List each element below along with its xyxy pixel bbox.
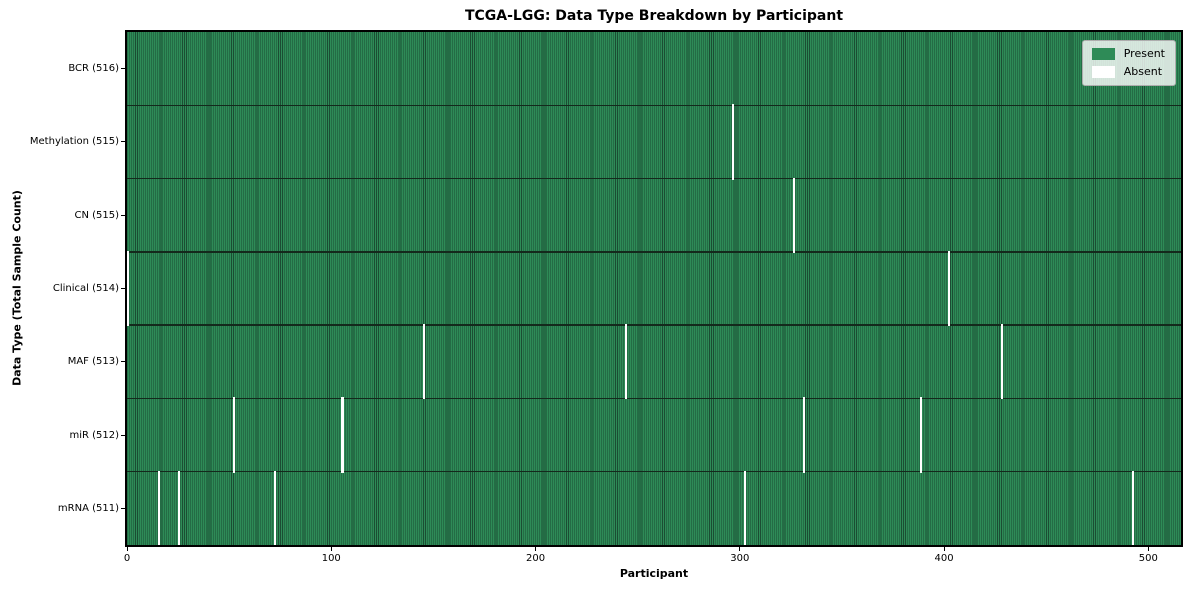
y-tick-label-mrna: mRNA (511) bbox=[57, 502, 119, 514]
x-tick-label: 500 bbox=[1138, 553, 1158, 564]
present-swatch bbox=[1091, 48, 1115, 60]
absent-mark-maf bbox=[1001, 324, 1004, 400]
plot-area: Present Absent bbox=[125, 30, 1183, 547]
y-tick-label-mir: miR (512) bbox=[69, 429, 119, 441]
y-tick-mark bbox=[121, 214, 125, 216]
y-tick-label-cn: CN (515) bbox=[74, 209, 119, 221]
rows-layer bbox=[127, 32, 1181, 545]
x-tick-mark bbox=[126, 547, 128, 551]
y-tick-mark bbox=[121, 288, 125, 289]
y-tick-label-maf: MAF (513) bbox=[67, 356, 119, 368]
absent-mark-mrna bbox=[157, 470, 160, 545]
absent-mark-mir bbox=[919, 397, 922, 473]
absent-mark-cn bbox=[792, 177, 795, 253]
y-tick-label-methylation: Methylation (515) bbox=[29, 136, 119, 148]
legend-item-absent: Absent bbox=[1091, 65, 1165, 78]
row-bcr bbox=[127, 32, 1181, 106]
row-separator bbox=[127, 251, 1181, 253]
row-separator bbox=[127, 324, 1181, 326]
chart-title: TCGA-LGG: Data Type Breakdown by Partici… bbox=[464, 8, 844, 24]
absent-mark-mrna bbox=[178, 470, 181, 545]
x-tick-mark bbox=[739, 547, 741, 551]
x-tick-label: 200 bbox=[525, 553, 546, 564]
absent-mark-clinical bbox=[127, 250, 130, 327]
absent-mark-clinical bbox=[948, 250, 951, 327]
row-clinical bbox=[127, 251, 1181, 326]
y-tick-mark bbox=[121, 434, 125, 436]
y-tick-mark bbox=[121, 68, 125, 70]
legend-label-absent: Absent bbox=[1123, 65, 1163, 78]
absent-mark-mir bbox=[803, 397, 806, 473]
y-tick-mark bbox=[121, 141, 125, 143]
y-tick-mark bbox=[121, 361, 125, 363]
x-tick-label: 300 bbox=[730, 553, 750, 564]
absent-mark-methylation bbox=[731, 104, 734, 180]
legend-item-present: Present bbox=[1091, 47, 1165, 60]
row-mir bbox=[127, 398, 1181, 472]
x-tick-mark bbox=[943, 547, 945, 551]
absent-mark-mrna bbox=[743, 470, 746, 545]
x-tick-mark bbox=[535, 547, 537, 551]
x-tick-mark bbox=[330, 547, 332, 551]
absent-mark-maf bbox=[625, 324, 628, 400]
x-tick-label: 400 bbox=[934, 553, 954, 564]
row-separator bbox=[127, 470, 1181, 473]
absent-mark-mir bbox=[233, 397, 236, 473]
y-tick-label-clinical: Clinical (514) bbox=[52, 283, 119, 294]
row-separator bbox=[127, 177, 1181, 180]
row-cn bbox=[127, 178, 1181, 252]
x-tick-label: 100 bbox=[321, 553, 341, 564]
absent-swatch bbox=[1091, 66, 1115, 78]
x-tick-mark bbox=[1147, 547, 1149, 551]
legend-label-present: Present bbox=[1123, 47, 1165, 60]
row-separator bbox=[127, 104, 1181, 107]
absent-mark-mrna bbox=[1131, 470, 1134, 545]
x-tick-label: 0 bbox=[123, 553, 131, 564]
row-mrna bbox=[127, 471, 1181, 545]
x-axis-label: Participant bbox=[619, 567, 689, 580]
y-tick-mark bbox=[121, 507, 125, 509]
row-separator bbox=[127, 397, 1181, 400]
absent-mark-mir bbox=[341, 397, 344, 473]
row-methylation bbox=[127, 105, 1181, 179]
absent-mark-mrna bbox=[274, 470, 277, 545]
legend: Present Absent bbox=[1081, 40, 1176, 86]
row-maf bbox=[127, 325, 1181, 399]
y-tick-label-bcr: BCR (516) bbox=[68, 63, 119, 75]
absent-mark-maf bbox=[423, 324, 426, 400]
